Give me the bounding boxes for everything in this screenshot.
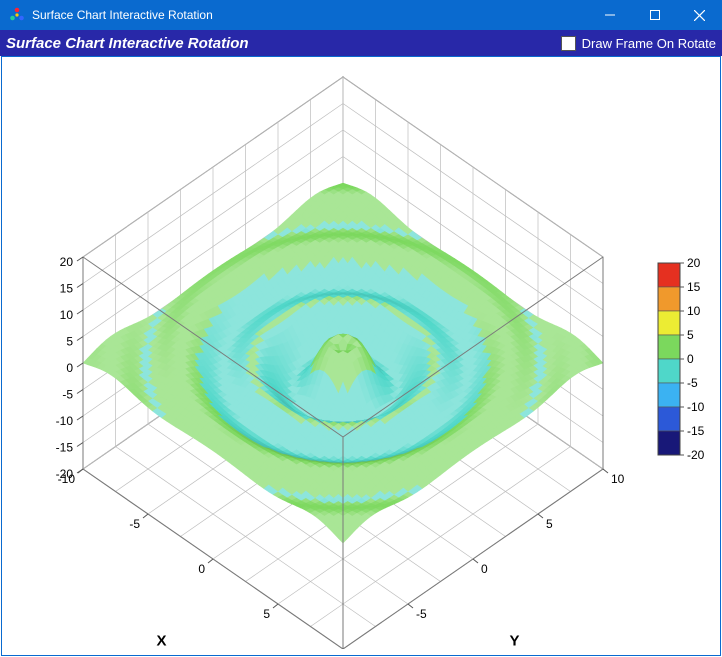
y-axis-label: Y — [510, 633, 520, 650]
y-tick: 5 — [546, 517, 553, 531]
window-title: Surface Chart Interactive Rotation — [32, 8, 213, 22]
x-axis-label: X — [157, 633, 167, 650]
legend-tick: -10 — [687, 400, 705, 414]
legend-tick: 15 — [687, 280, 701, 294]
y-tick: 0 — [481, 562, 488, 576]
color-legend: 20 15 10 5 0 -5 -10 -15 -20 — [658, 256, 705, 462]
z-tick: 15 — [60, 282, 74, 296]
surface-chart[interactable]: -20 -15 -10 -5 0 5 10 15 20 -10 -5 0 5 10 -10 -5 0 5 10 X Y 2… — [8, 63, 712, 649]
toolbar: Surface Chart Interactive Rotation Draw … — [0, 30, 722, 56]
y-tick: -5 — [416, 607, 427, 621]
window-buttons — [587, 0, 722, 30]
z-tick: 0 — [66, 361, 73, 375]
maximize-button[interactable] — [632, 0, 677, 30]
legend-tick: 10 — [687, 304, 701, 318]
x-tick: 5 — [263, 607, 270, 621]
app-window: Surface Chart Interactive Rotation Surfa… — [0, 0, 722, 657]
legend-tick: 20 — [687, 256, 701, 270]
legend-tick: -15 — [687, 424, 705, 438]
z-tick: 20 — [60, 255, 74, 269]
legend-tick: 0 — [687, 352, 694, 366]
checkbox-label: Draw Frame On Rotate — [582, 36, 716, 51]
legend-tick: 5 — [687, 328, 694, 342]
checkbox-box — [561, 36, 576, 51]
titlebar[interactable]: Surface Chart Interactive Rotation — [0, 0, 722, 30]
z-tick: 5 — [66, 335, 73, 349]
x-tick: 0 — [198, 562, 205, 576]
x-tick: -5 — [129, 517, 140, 531]
legend-tick: -5 — [687, 376, 698, 390]
chart-area: -20 -15 -10 -5 0 5 10 15 20 -10 -5 0 5 10 -10 -5 0 5 10 X Y 2… — [1, 56, 721, 656]
z-tick: -10 — [56, 414, 74, 428]
y-tick: 10 — [611, 472, 625, 486]
close-button[interactable] — [677, 0, 722, 30]
z-tick: 10 — [60, 308, 74, 322]
z-tick: -15 — [56, 441, 74, 455]
toolbar-title: Surface Chart Interactive Rotation — [6, 35, 249, 52]
minimize-button[interactable] — [587, 0, 632, 30]
z-tick: -5 — [62, 388, 73, 402]
x-tick: -10 — [58, 472, 76, 486]
app-icon — [8, 6, 26, 24]
chart-canvas[interactable]: -20 -15 -10 -5 0 5 10 15 20 -10 -5 0 5 10 -10 -5 0 5 10 X Y 2… — [8, 63, 714, 649]
legend-tick: -20 — [687, 448, 705, 462]
draw-frame-checkbox[interactable]: Draw Frame On Rotate — [561, 36, 716, 51]
